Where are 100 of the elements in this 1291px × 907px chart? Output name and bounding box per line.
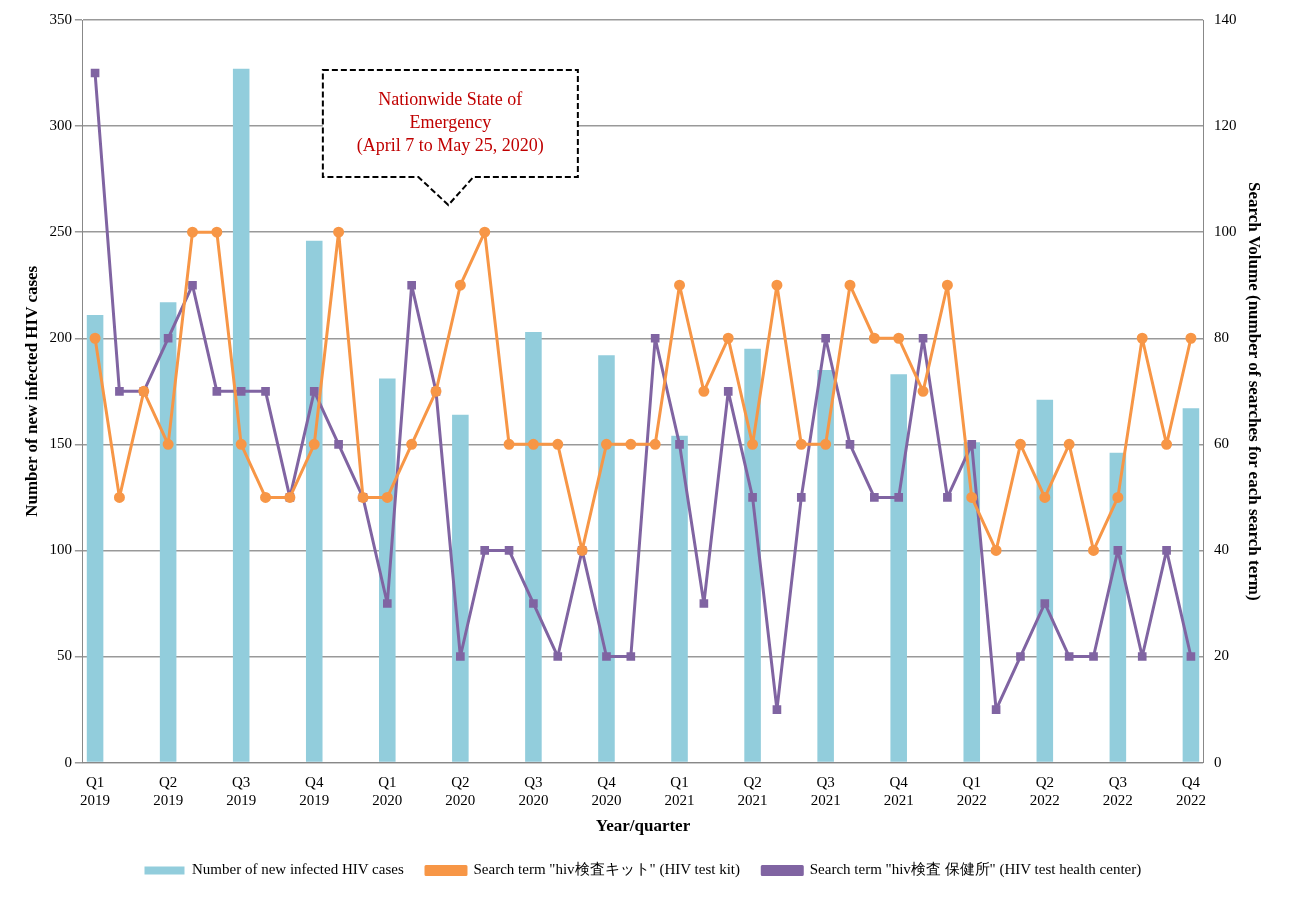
bar (817, 370, 834, 762)
y2-tick-label: 120 (1214, 117, 1237, 134)
point (552, 438, 564, 450)
point (261, 386, 270, 396)
x-tick-label: Q3 2020 (518, 773, 549, 808)
y-tick-label: 50 (56, 647, 72, 664)
bar (525, 331, 542, 762)
point (723, 386, 733, 396)
point (722, 332, 734, 344)
point (990, 544, 1002, 556)
point (991, 705, 1001, 714)
point (1089, 652, 1098, 661)
point (918, 333, 928, 343)
bar (890, 374, 907, 762)
point (1185, 332, 1197, 344)
point (163, 333, 173, 343)
point (211, 226, 223, 238)
point (333, 226, 345, 238)
point (649, 438, 661, 450)
point (626, 652, 636, 661)
y2-axis-title: Search Volume (number of searches for each search term) (1245, 181, 1265, 601)
point (699, 599, 709, 608)
point (235, 438, 247, 450)
bar (159, 302, 177, 762)
point (113, 491, 125, 503)
x-tick-label: Q1 2020 (372, 773, 403, 808)
point (1088, 544, 1100, 556)
x-axis-title: Year/quarter (595, 816, 691, 836)
point (820, 438, 832, 450)
x-tick-label: Q4 2020 (591, 773, 622, 808)
bar (86, 314, 104, 762)
point (334, 440, 343, 449)
bar (232, 68, 250, 762)
y2-tick-label: 100 (1214, 223, 1237, 240)
bar (598, 355, 615, 762)
x-tick-label: Q3 2021 (810, 773, 841, 808)
point (941, 279, 953, 291)
legend-label: Number of new infected HIV cases (192, 861, 404, 878)
point (456, 652, 465, 661)
point (406, 438, 418, 450)
y-tick-label: 200 (49, 329, 72, 346)
point (1112, 491, 1124, 503)
point (162, 438, 174, 450)
point (917, 385, 929, 397)
point (1014, 438, 1026, 450)
point (796, 493, 806, 502)
x-tick-label: Q2 2021 (737, 773, 768, 808)
point (747, 438, 759, 450)
annotation: Nationwide State of Emergency (April 7 to May 25, 2020) (356, 89, 544, 157)
point (870, 493, 879, 502)
y-tick-label: 150 (49, 435, 72, 452)
point (845, 440, 855, 449)
point (1186, 652, 1196, 661)
point (966, 491, 978, 503)
point (1161, 438, 1173, 450)
legend-label: Search term "hiv検査キット" (HIV test kit) (473, 861, 741, 879)
point (90, 68, 100, 78)
point (309, 386, 319, 396)
x-tick-label: Q3 2019 (226, 773, 257, 808)
point (115, 386, 124, 396)
point (188, 280, 197, 290)
point (504, 546, 514, 555)
point (1040, 599, 1050, 608)
point (1063, 438, 1075, 450)
bar (671, 435, 688, 762)
x-tick-label: Q2 2020 (445, 773, 476, 808)
x-tick-label: Q2 2022 (1029, 773, 1060, 808)
point (698, 385, 710, 397)
point (748, 493, 757, 502)
point (844, 279, 856, 291)
point (943, 493, 952, 502)
bar (1036, 399, 1054, 762)
y2-tick-label: 20 (1214, 647, 1230, 664)
point (771, 279, 783, 291)
point (1137, 652, 1147, 661)
point (1113, 546, 1123, 555)
point (529, 599, 538, 608)
y2-tick-label: 140 (1214, 10, 1237, 27)
point (381, 491, 393, 503)
point (260, 491, 272, 503)
point (480, 546, 490, 555)
y-tick-label: 350 (49, 10, 72, 27)
point (602, 652, 611, 661)
x-tick-label: Q2 2019 (153, 773, 184, 808)
point (625, 438, 637, 450)
bar (1182, 408, 1200, 762)
point (821, 333, 830, 343)
point (1016, 652, 1025, 661)
point (650, 333, 660, 343)
x-tick-label: Q1 2021 (664, 773, 695, 808)
bar (305, 240, 323, 762)
point (479, 226, 491, 238)
legend-label: Search term "hiv検査 保健所" (HIV test health center) (809, 861, 1142, 879)
point (600, 438, 612, 450)
y2-tick-label: 60 (1214, 435, 1230, 452)
point (454, 279, 466, 291)
point (1136, 332, 1148, 344)
point (236, 386, 246, 396)
y2-tick-label: 80 (1214, 329, 1230, 346)
point (795, 438, 807, 450)
